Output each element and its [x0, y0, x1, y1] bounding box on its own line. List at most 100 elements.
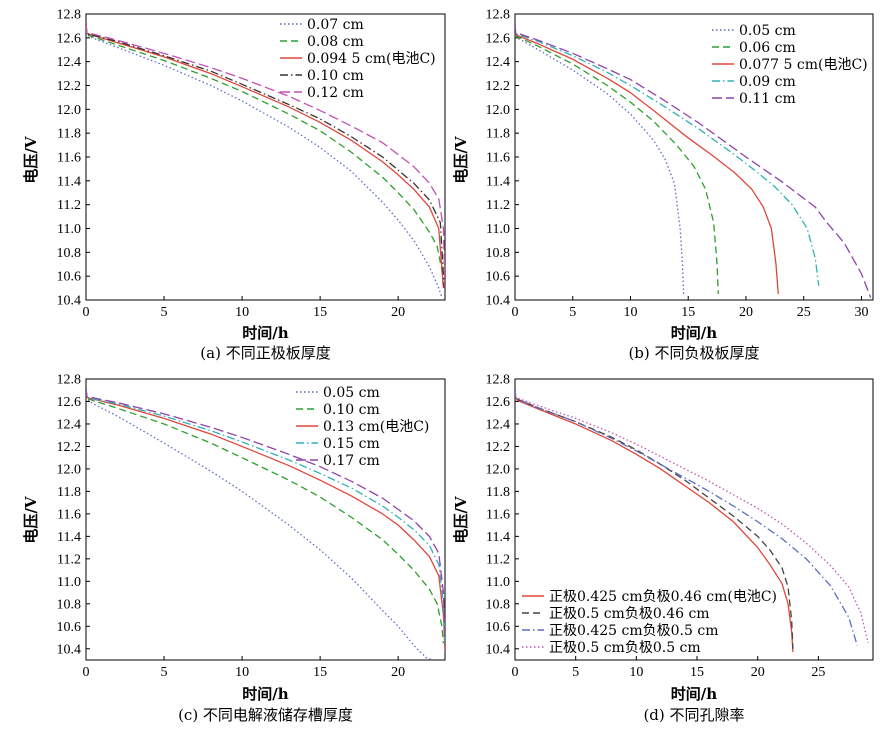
x-axis-label: 时间/h — [671, 324, 717, 342]
y-tick-label: 10.8 — [486, 246, 511, 261]
x-tick-label: 15 — [690, 665, 704, 680]
panel-caption: (d) 不同孔隙率 — [643, 706, 744, 724]
y-tick-label: 11.2 — [486, 198, 510, 213]
x-axis-label: 时间/h — [242, 685, 288, 703]
y-tick-label: 12.2 — [57, 440, 82, 455]
y-tick-label: 11.0 — [486, 575, 510, 590]
series-line-5 — [86, 23, 445, 289]
y-tick-label: 10.8 — [486, 597, 511, 612]
series-line-4 — [86, 23, 445, 289]
y-tick-label: 11.6 — [486, 507, 510, 522]
x-tick-label: 10 — [629, 665, 643, 680]
y-tick-label: 11.2 — [486, 552, 510, 567]
series-line-3 — [515, 23, 779, 295]
y-tick-label: 12.0 — [486, 103, 511, 118]
x-tick-label: 15 — [313, 305, 327, 320]
y-tick-label: 12.2 — [486, 440, 511, 455]
series-line-2 — [515, 23, 719, 295]
y-tick-label: 12.8 — [486, 373, 511, 388]
legend-label: 0.10 cm — [307, 68, 364, 84]
series-line-4 — [86, 387, 445, 644]
y-tick-label: 12.2 — [486, 79, 511, 94]
x-tick-label: 20 — [391, 665, 405, 680]
x-tick-label: 5 — [569, 305, 576, 320]
x-tick-label: 10 — [623, 305, 637, 320]
legend-label: 0.077 5 cm(电池C) — [739, 57, 868, 73]
y-tick-label: 12.2 — [57, 79, 82, 94]
series-line-3 — [515, 387, 858, 646]
series-line-1 — [86, 23, 443, 298]
y-tick-label: 10.4 — [57, 642, 82, 657]
y-tick-label: 10.8 — [57, 246, 82, 261]
legend-label: 0.13 cm(电池C) — [323, 419, 429, 435]
series-line-4 — [515, 23, 820, 286]
y-tick-label: 11.8 — [57, 485, 81, 500]
series-line-1 — [515, 23, 685, 295]
y-axis-label: 电压/V — [22, 496, 40, 543]
y-tick-label: 12.8 — [486, 8, 511, 23]
x-tick-label: 20 — [391, 305, 405, 320]
y-tick-label: 11.4 — [486, 174, 510, 189]
legend-label: 0.08 cm — [307, 34, 364, 50]
x-tick-label: 0 — [83, 665, 90, 680]
y-tick-label: 12.8 — [57, 373, 82, 388]
x-tick-label: 20 — [739, 305, 753, 320]
chart-panel-c: 10.4 10.6 10.8 11.0 11.2 11.4 11.6 11.8 12.0 12.2… — [22, 373, 446, 724]
x-tick-label: 5 — [572, 665, 579, 680]
y-tick-label: 10.4 — [57, 294, 82, 309]
y-tick-label: 10.6 — [486, 270, 511, 285]
y-tick-label: 12.4 — [486, 55, 511, 70]
x-tick-label: 10 — [235, 665, 249, 680]
x-tick-label: 20 — [751, 665, 765, 680]
y-tick-label: 11.6 — [486, 151, 510, 166]
plot-frame — [85, 378, 446, 661]
legend-label: 0.09 cm — [739, 74, 796, 90]
y-tick-label: 10.8 — [57, 597, 82, 612]
y-tick-label: 11.6 — [57, 151, 81, 166]
y-tick-label: 12.4 — [57, 417, 82, 432]
panel-caption: (b) 不同负极板厚度 — [628, 344, 759, 362]
series-line-5 — [515, 23, 872, 298]
y-tick-label: 11.8 — [57, 127, 81, 142]
x-tick-label: 25 — [811, 665, 825, 680]
y-tick-label: 12.0 — [57, 462, 82, 477]
y-tick-label: 12.0 — [57, 103, 82, 118]
x-tick-label: 5 — [161, 665, 168, 680]
chart-panel-d: 10.4 10.6 10.8 11.0 11.2 11.4 11.6 11.8 12.0 12.2… — [452, 373, 874, 724]
y-tick-label: 11.0 — [57, 575, 81, 590]
y-axis-label: 电压/V — [22, 136, 40, 183]
y-tick-label: 11.2 — [57, 198, 81, 213]
legend-label: 0.05 cm — [323, 385, 380, 401]
x-tick-label: 0 — [512, 305, 519, 320]
y-tick-label: 12.6 — [486, 395, 511, 410]
legend-label: 0.05 cm — [739, 23, 796, 39]
y-tick-label: 12.6 — [57, 395, 82, 410]
x-tick-label: 0 — [83, 305, 90, 320]
x-tick-label: 25 — [797, 305, 811, 320]
legend-label: 0.12 cm — [307, 85, 364, 101]
y-tick-label: 11.0 — [57, 222, 81, 237]
y-tick-label: 12.0 — [486, 462, 511, 477]
legend-label: 正极0.425 cm负极0.46 cm(电池C) — [549, 589, 777, 605]
y-tick-label: 11.4 — [486, 530, 510, 545]
y-tick-label: 10.6 — [57, 620, 82, 635]
plot-frame — [514, 378, 874, 661]
y-tick-label: 10.4 — [486, 642, 511, 657]
y-tick-label: 12.4 — [57, 55, 82, 70]
x-axis-label: 时间/h — [671, 685, 717, 703]
panel-caption: (c) 不同电解液储存槽厚度 — [178, 706, 353, 724]
legend-label: 正极0.425 cm负极0.5 cm — [549, 623, 718, 639]
y-tick-label: 12.6 — [486, 31, 511, 46]
legend-label: 0.10 cm — [323, 402, 380, 418]
x-tick-label: 5 — [161, 305, 168, 320]
y-tick-label: 11.6 — [57, 507, 81, 522]
legend-label: 正极0.5 cm负极0.5 cm — [549, 640, 701, 656]
series-line-2 — [86, 23, 445, 289]
x-tick-label: 30 — [854, 305, 868, 320]
x-tick-label: 15 — [313, 665, 327, 680]
y-tick-label: 11.4 — [57, 530, 81, 545]
legend: 0.07 cm0.08 cm0.094 5 cm(电池C)0.10 cm0.12… — [280, 17, 436, 101]
series-line-1 — [515, 387, 794, 653]
y-tick-label: 11.0 — [486, 222, 510, 237]
